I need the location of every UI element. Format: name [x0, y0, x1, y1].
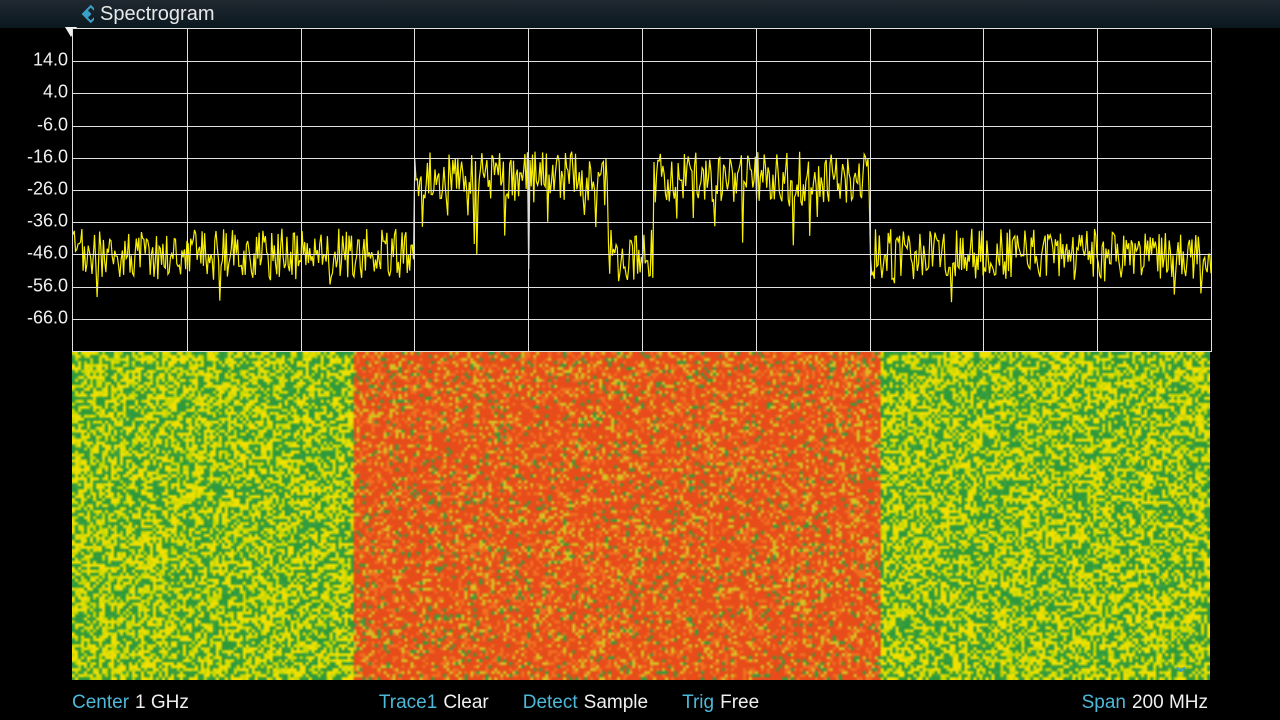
status-trig[interactable]: Trig Free	[682, 692, 759, 714]
y-tick-label: -56.0	[27, 275, 68, 296]
status-trig-label: Trig	[682, 692, 714, 714]
y-tick-label: -26.0	[27, 179, 68, 200]
y-axis-labels: 14.0 4.0 -6.0 -16.0 -26.0 -36.0 -46.0 -56.0 -66.…	[0, 28, 70, 350]
status-span[interactable]: Span 200 MHz	[1082, 692, 1208, 714]
status-trig-value: Free	[720, 692, 759, 714]
status-span-label: Span	[1082, 692, 1126, 714]
status-trace[interactable]: Trace1 Clear	[379, 692, 489, 714]
status-span-value: 200 MHz	[1132, 692, 1208, 714]
rs-logo-icon	[72, 3, 94, 25]
titlebar: Spectrogram	[0, 0, 1280, 28]
spectrogram-waterfall[interactable]	[72, 352, 1210, 680]
status-center-label: Center	[72, 692, 129, 714]
y-tick-label: 4.0	[43, 82, 68, 103]
status-detect[interactable]: Detect Sample	[523, 692, 648, 714]
y-tick-label: -36.0	[27, 211, 68, 232]
y-tick-label: -16.0	[27, 146, 68, 167]
y-tick-label: -6.0	[37, 114, 68, 135]
spectrogram-canvas	[72, 352, 1210, 680]
y-tick-label: 14.0	[33, 50, 68, 71]
status-bar: Center 1 GHz Trace1 Clear Detect Sample …	[0, 686, 1280, 720]
status-trace-label: Trace1	[379, 692, 437, 714]
y-tick-label: -66.0	[27, 307, 68, 328]
status-center[interactable]: Center 1 GHz	[72, 692, 189, 714]
chevron-down-icon[interactable]: ⌄	[1172, 652, 1190, 678]
status-trace-value: Clear	[443, 692, 488, 714]
status-center-value: 1 GHz	[135, 692, 189, 714]
status-detect-value: Sample	[584, 692, 648, 714]
window-title: Spectrogram	[100, 3, 215, 26]
spectrum-plot[interactable]	[72, 28, 1212, 352]
y-tick-label: -46.0	[27, 243, 68, 264]
status-detect-label: Detect	[523, 692, 578, 714]
